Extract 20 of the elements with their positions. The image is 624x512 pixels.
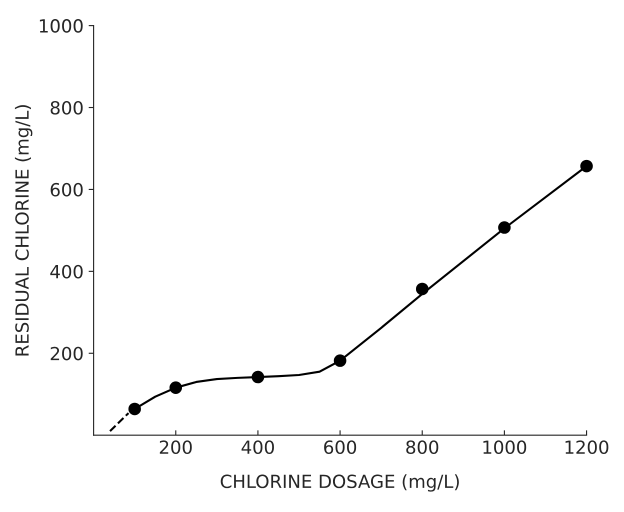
- x-tick-label: 200: [160, 440, 192, 454]
- point: [416, 282, 429, 296]
- point: [334, 354, 346, 367]
- x-tick-label: 600: [324, 440, 356, 454]
- point: [580, 160, 593, 172]
- y-tick-label: 600: [50, 182, 83, 197]
- point: [498, 221, 511, 234]
- y-tick-label: 200: [50, 346, 83, 360]
- x-tick-label: 1200: [566, 440, 608, 454]
- y-tick-label: 1000: [40, 19, 83, 33]
- x-tick-label: 800: [406, 440, 438, 454]
- point: [252, 370, 264, 384]
- x-tick-label: 1000: [483, 440, 526, 454]
- y-axis-title: RESIDUAL CHLORINE (mg/L): [14, 105, 32, 356]
- point: [169, 381, 182, 394]
- y-tick-label: 400: [50, 264, 83, 278]
- point: [128, 402, 141, 416]
- x-tick-label: 400: [242, 440, 274, 454]
- y-tick-label: 800: [50, 100, 83, 115]
- x-axis-title: CHLORINE DOSAGE (mg/L): [220, 474, 459, 492]
